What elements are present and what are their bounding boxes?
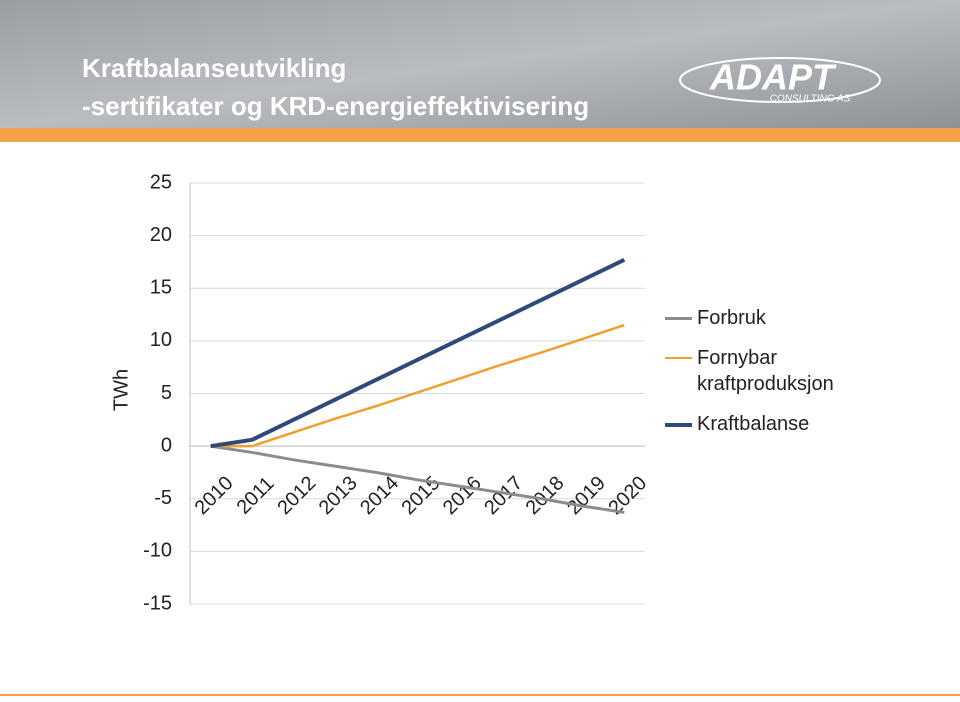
line-series xyxy=(210,444,625,514)
x-tick-label: 2020 xyxy=(604,472,651,519)
x-tick-label: 2012 xyxy=(273,472,320,519)
x-tick-label: 2016 xyxy=(439,472,486,519)
y-tick-label: 25 xyxy=(150,171,172,193)
y-tick-label: 0 xyxy=(161,434,172,456)
legend-swatch xyxy=(665,357,692,359)
y-tick-label: 15 xyxy=(150,277,172,299)
legend-label: Kraftbalanse xyxy=(697,413,810,435)
logo-swoosh xyxy=(679,57,881,103)
footer-line xyxy=(0,694,960,696)
legend-item: Kraftbalanse xyxy=(665,411,855,437)
header-bg xyxy=(0,0,960,128)
legend: Forbruk Fornybar kraftproduksjon Kraftbala… xyxy=(665,305,855,451)
y-tick-label: -15 xyxy=(143,592,172,614)
y-tick-label: 20 xyxy=(150,224,172,246)
x-tick-label: 2014 xyxy=(356,472,403,519)
x-tick-label: 2011 xyxy=(233,473,279,519)
logo-tagline: CONSULTING AS xyxy=(770,94,851,105)
x-tick-label: 2010 xyxy=(191,472,238,519)
line-series xyxy=(210,323,625,448)
legend-swatch xyxy=(665,317,692,320)
x-tick-label: 2019 xyxy=(563,472,610,519)
legend-swatch xyxy=(665,423,692,427)
logo-name: ADAPT xyxy=(709,57,837,98)
y-axis-label: TWh xyxy=(110,369,132,411)
slide-title: Kraftbalanseutvikling xyxy=(82,53,346,83)
legend-item: Forbruk xyxy=(665,305,855,331)
legend-item: Fornybar kraftproduksjon xyxy=(665,345,855,397)
y-tick-label: -5 xyxy=(154,487,172,509)
y-tick-label: 10 xyxy=(150,329,172,351)
line-series xyxy=(210,258,626,449)
x-tick-label: 2013 xyxy=(315,472,362,519)
legend-label: Fornybar kraftproduksjon xyxy=(697,347,834,395)
legend-label: Forbruk xyxy=(697,307,766,329)
header-bar xyxy=(0,128,960,142)
y-tick-label: 5 xyxy=(161,382,172,404)
y-tick-label: -10 xyxy=(143,540,172,562)
slide-title: -sertifikater og KRD-energieffektiviseri… xyxy=(82,91,589,121)
